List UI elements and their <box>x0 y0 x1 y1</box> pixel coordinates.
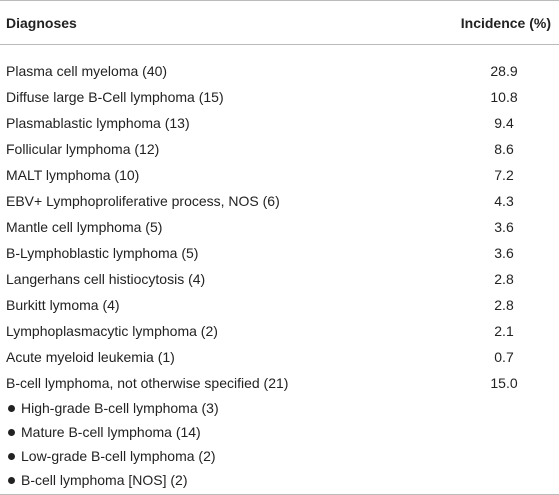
header-cell: Diagnoses <box>6 14 77 31</box>
table-cell: 2.8 <box>494 271 514 287</box>
sub-item: High-grade B-cell lymphoma (3) <box>21 400 219 416</box>
table-cell: 3.6 <box>494 245 514 261</box>
table-cell: 10.8 <box>490 89 518 105</box>
table-cell: Plasma cell myeloma (40) <box>6 63 168 79</box>
table-row: Plasma cell myeloma (40) 28.9 <box>0 58 559 84</box>
table-row: Follicular lymphoma (12) 8.6 <box>0 136 559 162</box>
table-cell: Lymphoplasmacytic lymphoma (2) <box>6 323 218 339</box>
sub-item-row: Low-grade B-cell lymphoma (2) <box>0 444 559 468</box>
table-cell: 2.8 <box>494 297 514 313</box>
table-cell: B-Lymphoblastic lymphoma (5) <box>6 245 199 261</box>
table-cell: 28.9 <box>490 63 518 79</box>
sub-item-row: High-grade B-cell lymphoma (3) <box>0 396 559 420</box>
bullet <box>8 476 15 484</box>
table-row: EBV+ Lymphoproliferative process, NOS (6… <box>0 188 559 214</box>
table-row: Burkitt lymoma (4) 2.8 <box>0 292 559 318</box>
sub-item: B-cell lymphoma [NOS] (2) <box>21 472 188 488</box>
table-row: Langerhans cell histiocytosis (4) 2.8 <box>0 266 559 292</box>
table-cell: 8.6 <box>494 141 514 157</box>
table-cell: Langerhans cell histiocytosis (4) <box>6 271 206 287</box>
table-row: B-Lymphoblastic lymphoma (5) 3.6 <box>0 240 559 266</box>
table-row: MALT lymphoma (10) 7.2 <box>0 162 559 188</box>
table-row: Diffuse large B-Cell lymphoma (15) 10.8 <box>0 84 559 110</box>
table-cell: B-cell lymphoma, not otherwise specified… <box>6 375 289 391</box>
table-row: Plasmablastic lymphoma (13) 9.4 <box>0 110 559 136</box>
table-cell: 0.7 <box>494 349 514 365</box>
bullet <box>8 452 15 460</box>
sub-item-row: Mature B-cell lymphoma (14) <box>0 420 559 444</box>
sub-item: Low-grade B-cell lymphoma (2) <box>21 448 216 464</box>
table-row: B-cell lymphoma, not otherwise specified… <box>0 370 559 396</box>
table-cell: 4.3 <box>494 193 514 209</box>
table-cell: Burkitt lymoma (4) <box>6 297 120 313</box>
table-cell: 15.0 <box>490 375 518 391</box>
sub-item: Mature B-cell lymphoma (14) <box>21 424 201 440</box>
bullet <box>8 428 15 436</box>
table-cell: Plasmablastic lymphoma (13) <box>6 115 190 131</box>
table-cell: MALT lymphoma (10) <box>6 167 140 183</box>
table-cell: 7.2 <box>494 167 514 183</box>
table-row: Mantle cell lymphoma (5) 3.6 <box>0 214 559 240</box>
bullet <box>8 404 15 412</box>
table-cell: Follicular lymphoma (12) <box>6 141 160 157</box>
header-row: Diagnoses Incidence (%) <box>0 1 559 45</box>
table-cell: Acute myeloid leukemia (1) <box>6 349 175 365</box>
table-cell: 9.4 <box>494 115 514 131</box>
table-cell: Diffuse large B-Cell lymphoma (15) <box>6 89 224 105</box>
table-row: Lymphoplasmacytic lymphoma (2) 2.1 <box>0 318 559 344</box>
table-cell: EBV+ Lymphoproliferative process, NOS (6… <box>6 193 280 209</box>
table-cell: Mantle cell lymphoma (5) <box>6 219 163 235</box>
sub-item-row: B-cell lymphoma [NOS] (2) <box>0 468 559 492</box>
table-row: Acute myeloid leukemia (1) 0.7 <box>0 344 559 370</box>
header-cell: Incidence (%) <box>460 14 551 31</box>
table-cell: 3.6 <box>494 219 514 235</box>
table-cell: 2.1 <box>494 323 514 339</box>
